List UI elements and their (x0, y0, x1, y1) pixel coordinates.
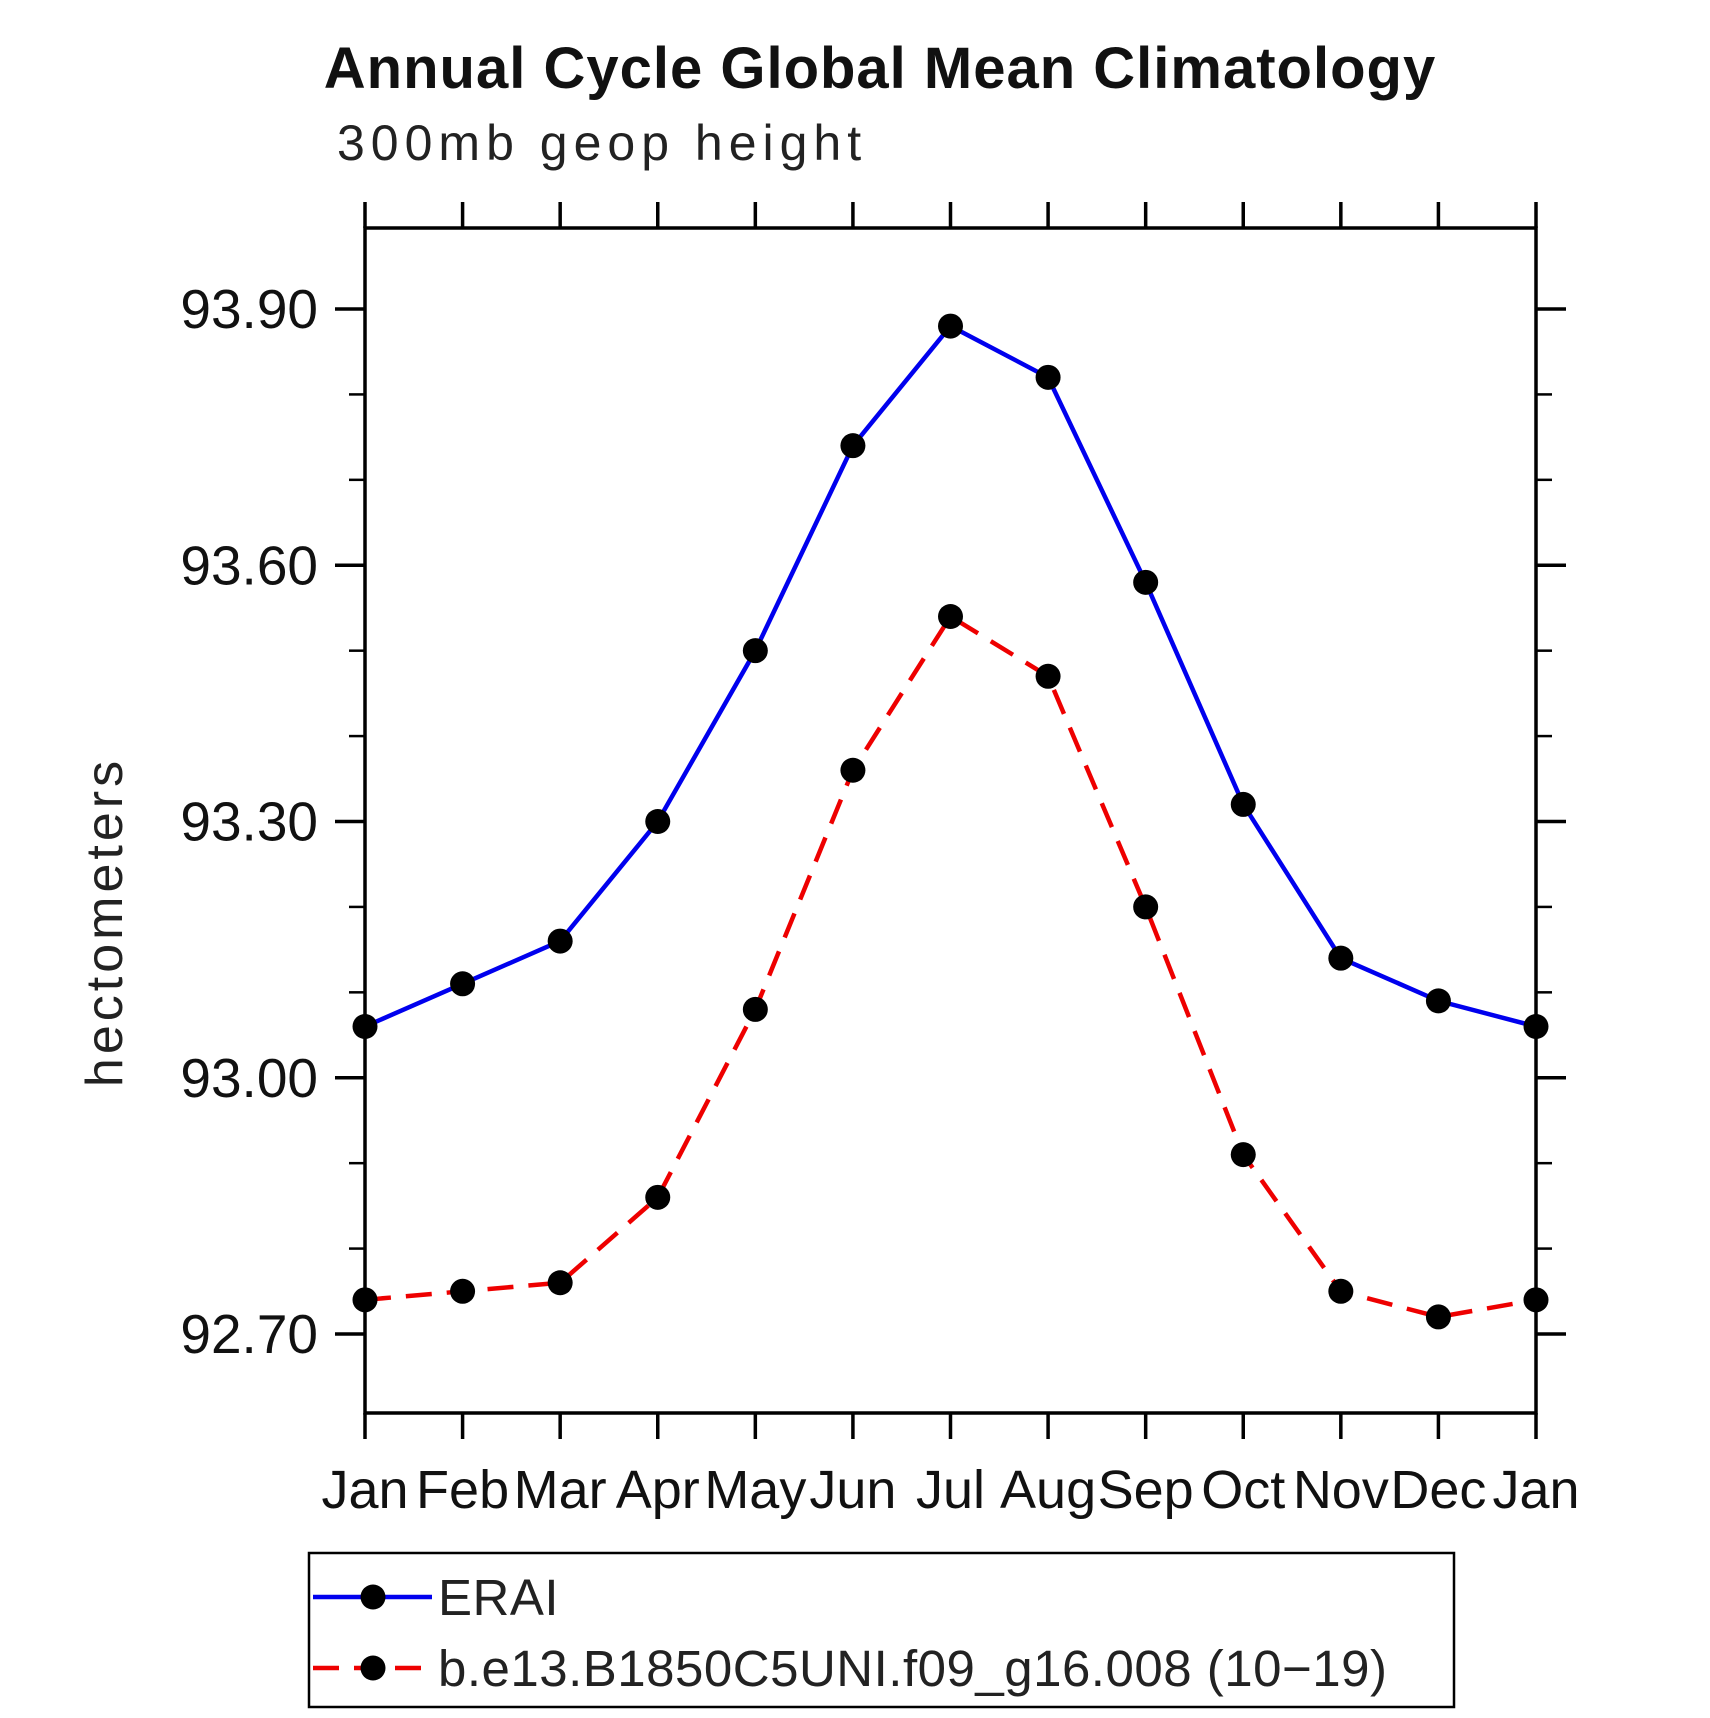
y-tick-label: 92.70 (180, 1303, 318, 1365)
series-1-point-2-mar (547, 1270, 573, 1296)
x-tick-label-12-jan: Jan (1492, 1460, 1579, 1520)
series-0-point-9-oct (1230, 791, 1256, 817)
series-1-point-9-oct (1230, 1142, 1256, 1168)
legend-label-model: b.e13.B1850C5UNI.f09_g16.008 (10−19) (438, 1640, 1387, 1697)
x-tick-label-0-jan: Jan (321, 1460, 408, 1520)
legend-box (307, 1551, 1456, 1709)
y-tick-label: 93.00 (180, 1047, 318, 1109)
series-1-point-8-sep (1133, 894, 1159, 920)
series-0-point-1-feb (450, 971, 476, 997)
series-0-point-10-nov (1328, 945, 1354, 971)
series-0-point-2-mar (547, 928, 573, 954)
x-tick-label-3-apr: Apr (616, 1460, 700, 1520)
y-tick-label: 93.90 (180, 278, 318, 340)
series-1-point-7-aug (1035, 663, 1061, 689)
series-1-point-3-apr (645, 1184, 671, 1210)
series-1-point-4-may (742, 996, 768, 1022)
series-0-point-11-dec (1425, 988, 1451, 1014)
y-tick-label: 93.60 (180, 534, 318, 596)
series-1-point-6-jul (938, 604, 963, 630)
y-axis-label: hectometers (76, 757, 134, 1087)
series-1-point-5-jun (840, 757, 866, 783)
series-0-point-4-may (742, 638, 768, 664)
legend-label-erai: ERAI (438, 1569, 559, 1626)
series-1-point-12-jan (1523, 1287, 1549, 1313)
chart-subtitle: 300mb geop height (337, 115, 867, 171)
x-tick-label-6-jul: Jul (916, 1460, 985, 1520)
legend-sample-marker-1 (360, 1655, 386, 1681)
chart-title: Annual Cycle Global Mean Climatology (324, 36, 1436, 101)
series-1-point-0-jan (352, 1287, 378, 1313)
x-tick-label-4-may: May (704, 1460, 806, 1520)
x-tick-label-11-dec: Dec (1390, 1460, 1486, 1520)
series-1-point-1-feb (450, 1278, 476, 1304)
series-0-point-8-sep (1133, 569, 1159, 595)
legend-sample-marker-0 (360, 1584, 386, 1610)
plot-frame (363, 226, 1538, 1415)
series-0-line (364, 323, 1537, 1029)
x-tick-label-5-jun: Jun (809, 1460, 896, 1520)
series-0-point-0-jan (352, 1014, 378, 1040)
x-tick-label-2-mar: Mar (514, 1460, 607, 1520)
x-tick-label-8-sep: Sep (1098, 1460, 1194, 1520)
x-tick-label-9-oct: Oct (1201, 1460, 1285, 1520)
series-0-point-3-apr (645, 809, 671, 835)
series-0-point-7-aug (1035, 364, 1061, 390)
x-tick-label-10-nov: Nov (1293, 1460, 1389, 1520)
x-tick-label-1-feb: Feb (416, 1460, 509, 1520)
x-tick-label-7-aug: Aug (1000, 1460, 1096, 1520)
series-0-point-5-jun (840, 433, 866, 459)
series-0-point-12-jan (1523, 1014, 1549, 1040)
series-0-point-6-jul (938, 313, 963, 339)
series-1-point-10-nov (1328, 1278, 1354, 1304)
series-1-point-11-dec (1425, 1304, 1451, 1330)
y-tick-label: 93.30 (180, 791, 318, 853)
